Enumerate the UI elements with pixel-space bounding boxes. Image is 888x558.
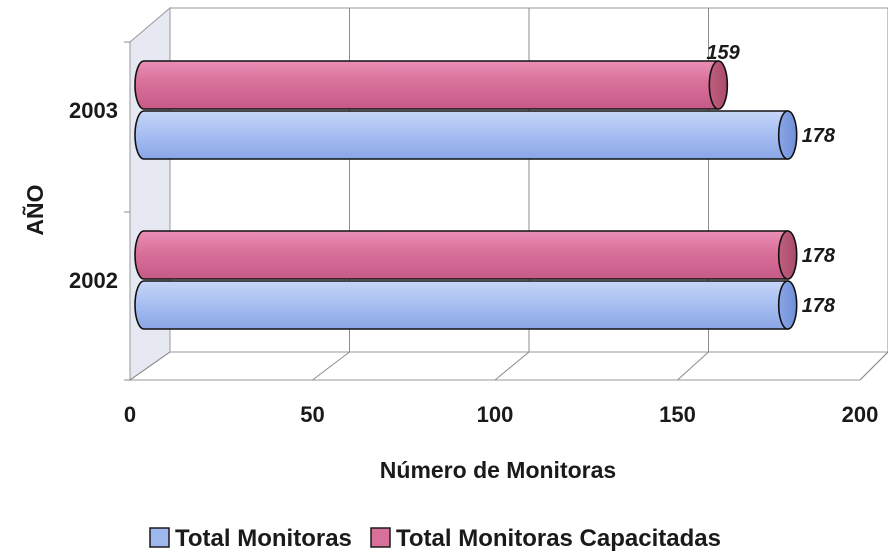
x-tick-label: 0 [124,402,136,427]
data-label: 159 [706,42,740,64]
bar-total-monitoras-capacitadas-2002 [134,230,798,280]
bar-total-monitoras-2003 [134,110,798,160]
y-tick-label: 2003 [69,98,118,123]
legend-swatch-total-monitoras [149,527,170,548]
floor-gridline [312,351,350,381]
legend-label-total-monitoras: Total Monitoras [175,525,352,552]
x-tick-label: 50 [300,402,324,427]
bar-total-monitoras-capacitadas-2003 [134,60,729,110]
floor-gridline [494,351,530,381]
y-axis-title: AÑO [21,184,48,235]
bar-total-monitoras-2002 [134,280,798,330]
floor-gridline [677,351,709,381]
labels-layer: 0 50 100 150 200 2002 178 178 2003 178 159 [69,42,878,427]
data-label: 178 [802,125,836,147]
data-label: 178 [802,295,836,317]
legend-label-total-monitoras-capacitadas: Total Monitoras Capacitadas [396,525,721,552]
floor-gridline [859,351,888,381]
legend: Total Monitoras Total Monitoras Capacita… [149,525,721,552]
y-tick-label: 2002 [69,268,118,293]
bars-layer [134,60,798,330]
legend-swatch-total-monitoras-capacitadas [370,527,391,548]
x-axis-title: Número de Monitoras [380,457,616,483]
floor [128,351,888,381]
data-label: 178 [802,245,836,267]
x-tick-label: 200 [842,402,879,427]
floor-gridline [129,351,171,381]
x-tick-label: 100 [477,402,514,427]
x-tick-label: 150 [659,402,696,427]
